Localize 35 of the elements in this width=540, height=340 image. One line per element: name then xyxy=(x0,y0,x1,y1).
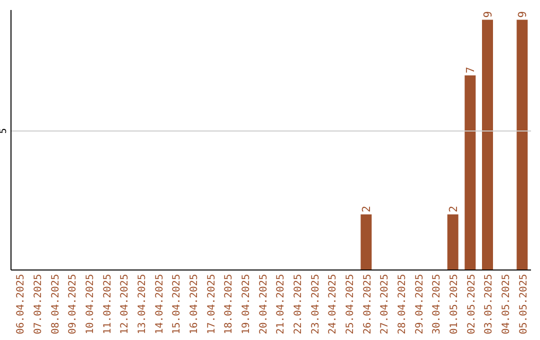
x-tick-label: 13.04.2025 xyxy=(137,274,148,334)
x-tick-label: 22.04.2025 xyxy=(293,274,304,334)
x-tick-label: 03.05.2025 xyxy=(484,274,495,334)
x-tick-label: 08.04.2025 xyxy=(50,274,62,334)
x-tick-label: 27.04.2025 xyxy=(380,274,391,334)
x-tick-label: 28.04.2025 xyxy=(397,274,408,334)
data-label: 9 xyxy=(516,11,530,18)
x-tick-label: 19.04.2025 xyxy=(241,274,252,334)
data-label: 9 xyxy=(482,11,494,18)
x-tick-label: 07.04.2025 xyxy=(33,274,44,334)
x-tick-label: 10.04.2025 xyxy=(85,274,96,334)
x-tick-label: 24.04.2025 xyxy=(328,274,339,334)
x-tick-label: 20.04.2025 xyxy=(258,274,270,334)
x-tick-label: 23.04.2025 xyxy=(310,274,322,334)
x-tick-label: 25.04.2025 xyxy=(345,274,356,334)
x-tick-label: 12.04.2025 xyxy=(120,274,131,334)
x-tick-label: 26.04.2025 xyxy=(362,274,374,334)
x-tick-label: 17.04.2025 xyxy=(206,274,218,334)
data-label: 2 xyxy=(360,206,374,212)
data-label: 2 xyxy=(446,206,460,212)
x-tick-label: 29.04.2025 xyxy=(414,274,426,334)
x-tick-label: 09.04.2025 xyxy=(68,274,79,334)
x-tick-label: 21.04.2025 xyxy=(276,274,287,334)
x-tick-label: 16.04.2025 xyxy=(189,274,200,334)
x-tick-label: 11.04.2025 xyxy=(102,274,114,334)
x-tick-label: 02.05.2025 xyxy=(466,274,478,334)
x-tick-label: 01.05.2025 xyxy=(449,274,460,334)
x-tick-label: 30.04.2025 xyxy=(432,274,443,334)
x-tick-label: 14.04.2025 xyxy=(154,274,166,334)
data-label: 7 xyxy=(464,66,478,74)
x-tick-label: 04.05.2025 xyxy=(501,274,512,334)
x-tick-label: 05.05.2025 xyxy=(518,274,530,334)
x-tick-label: 15.04.2025 xyxy=(172,274,183,334)
x-tick-label: 18.04.2025 xyxy=(224,274,235,334)
x-tick-label: 06.04.2025 xyxy=(16,274,27,334)
